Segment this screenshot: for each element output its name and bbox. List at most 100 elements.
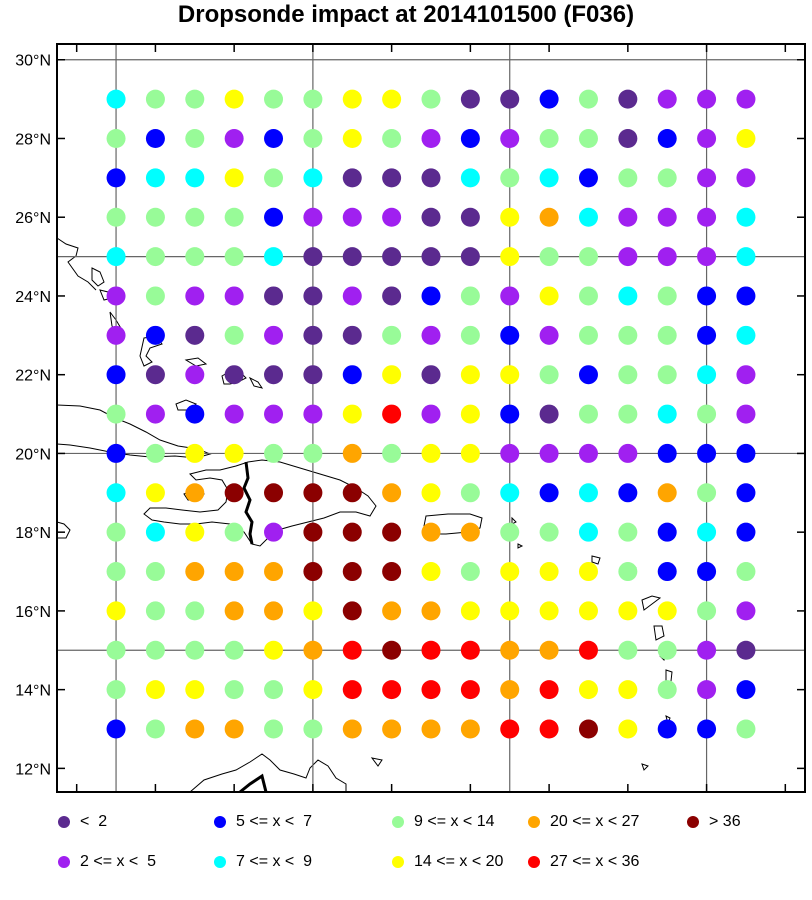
impact-dot [303, 286, 323, 306]
impact-dot [421, 247, 441, 267]
impact-dot [736, 247, 756, 267]
impact-dot [539, 286, 559, 306]
impact-dot [264, 247, 284, 267]
impact-dot [697, 168, 717, 188]
impact-dot [736, 443, 756, 463]
impact-dot [185, 562, 205, 582]
impact-dot [145, 247, 165, 267]
impact-dot [106, 719, 126, 739]
impact-dot [224, 483, 244, 503]
impact-dot [539, 247, 559, 267]
impact-dot [578, 404, 598, 424]
impact-dot [578, 207, 598, 227]
impact-dot [500, 128, 520, 148]
impact-dot [578, 522, 598, 542]
impact-dot [303, 522, 323, 542]
impact-dot [145, 443, 165, 463]
impact-dot [578, 325, 598, 345]
impact-dot [657, 325, 677, 345]
impact-dot [303, 562, 323, 582]
impact-dot [736, 128, 756, 148]
legend-item: > 36 [687, 810, 741, 834]
country-borders [239, 461, 268, 794]
legend-swatch [214, 816, 226, 828]
impact-dot [264, 365, 284, 385]
impact-dot [303, 89, 323, 109]
impact-dot [145, 562, 165, 582]
coastline-antilles-4 [653, 625, 665, 641]
impact-dot [697, 365, 717, 385]
impact-dot [618, 365, 638, 385]
impact-dot [657, 207, 677, 227]
impact-dot [539, 404, 559, 424]
legend-swatch [392, 856, 404, 868]
legend-label: 2 <= x < 5 [80, 853, 157, 870]
impact-dot [106, 522, 126, 542]
impact-dot [539, 640, 559, 660]
legend-label: 9 <= x < 14 [414, 813, 495, 830]
impact-dot [500, 443, 520, 463]
impact-dot [539, 562, 559, 582]
impact-dot [618, 207, 638, 227]
impact-dot [342, 89, 362, 109]
impact-dot [578, 483, 598, 503]
impact-dot [382, 640, 402, 660]
impact-dot [145, 325, 165, 345]
impact-dot [303, 207, 323, 227]
chart-title: Dropsonde impact at 2014101500 (F036) [177, 1, 635, 28]
impact-dot [342, 601, 362, 621]
impact-dot [106, 128, 126, 148]
coastline-aruba [370, 757, 383, 767]
impact-dot [421, 680, 441, 700]
impact-dot [224, 365, 244, 385]
impact-dot [460, 286, 480, 306]
impact-dot [578, 89, 598, 109]
lat-label: 30°N [15, 53, 51, 70]
impact-dot [697, 680, 717, 700]
colombia-venezuela-border [239, 773, 268, 794]
haiti-dr-border [242, 461, 254, 545]
impact-dot [578, 443, 598, 463]
impact-dot [106, 247, 126, 267]
legend: < 2 2 <= x < 5 5 <= x < 7 7 <= x < 9 9 <= x … [0, 800, 812, 900]
impact-dot [224, 247, 244, 267]
impact-dot [145, 128, 165, 148]
impact-dot [145, 640, 165, 660]
impact-dot [342, 719, 362, 739]
impact-dot [224, 128, 244, 148]
legend-item: 7 <= x < 9 [214, 850, 312, 874]
impact-dot [697, 443, 717, 463]
impact-dot [185, 365, 205, 385]
impact-dot [106, 168, 126, 188]
impact-dot [500, 640, 520, 660]
legend-label: 20 <= x < 27 [550, 813, 640, 830]
impact-dot [736, 562, 756, 582]
impact-dot [303, 404, 323, 424]
impact-dot [303, 483, 323, 503]
impact-dot [618, 89, 638, 109]
impact-dot [657, 601, 677, 621]
impact-dot [539, 128, 559, 148]
impact-dot [342, 247, 362, 267]
impact-dot [421, 443, 441, 463]
impact-dot [697, 562, 717, 582]
impact-dot [185, 325, 205, 345]
impact-dot [264, 562, 284, 582]
impact-dot [303, 365, 323, 385]
impact-dot [264, 325, 284, 345]
impact-dot [697, 207, 717, 227]
impact-dot [736, 483, 756, 503]
impact-dot [382, 601, 402, 621]
impact-dot [618, 247, 638, 267]
impact-dot [578, 128, 598, 148]
impact-dot [145, 286, 165, 306]
impact-dot [697, 483, 717, 503]
legend-item: 27 <= x < 36 [528, 850, 639, 874]
impact-dot [618, 640, 638, 660]
impact-dot [618, 483, 638, 503]
longitude-labels: 76°W74°W72°W70°W68°W66°W64°W62°W60°W58°W [75, 44, 787, 792]
lat-label: 26°N [15, 210, 51, 227]
impact-dot [303, 247, 323, 267]
impact-dot [736, 640, 756, 660]
lat-label: 20°N [15, 446, 51, 463]
